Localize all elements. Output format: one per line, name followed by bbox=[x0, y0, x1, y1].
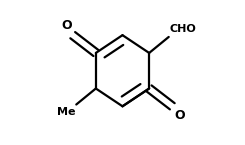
Text: Me: Me bbox=[57, 107, 75, 117]
Text: O: O bbox=[174, 109, 185, 122]
Text: CHO: CHO bbox=[170, 24, 196, 34]
Text: O: O bbox=[61, 19, 72, 32]
